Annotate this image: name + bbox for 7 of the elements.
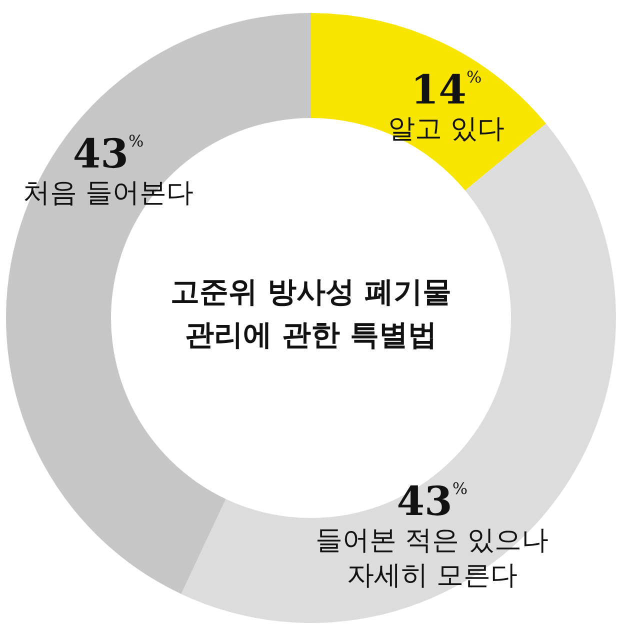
text: 고준위 방사성 폐기물 관리에 관한 특별법 xyxy=(169,273,453,354)
data-label: 43$^{%}$ xyxy=(396,478,469,525)
slice-label: 알고 있다 xyxy=(386,112,506,146)
data-label: 14$^{%}$ xyxy=(410,66,483,114)
data-label: 43$^{%}$ xyxy=(72,130,145,178)
slice-label: 들어본 적은 있으나 자세히 모른다 xyxy=(314,524,550,593)
slice-label: 처음 들어본다 xyxy=(22,176,195,210)
